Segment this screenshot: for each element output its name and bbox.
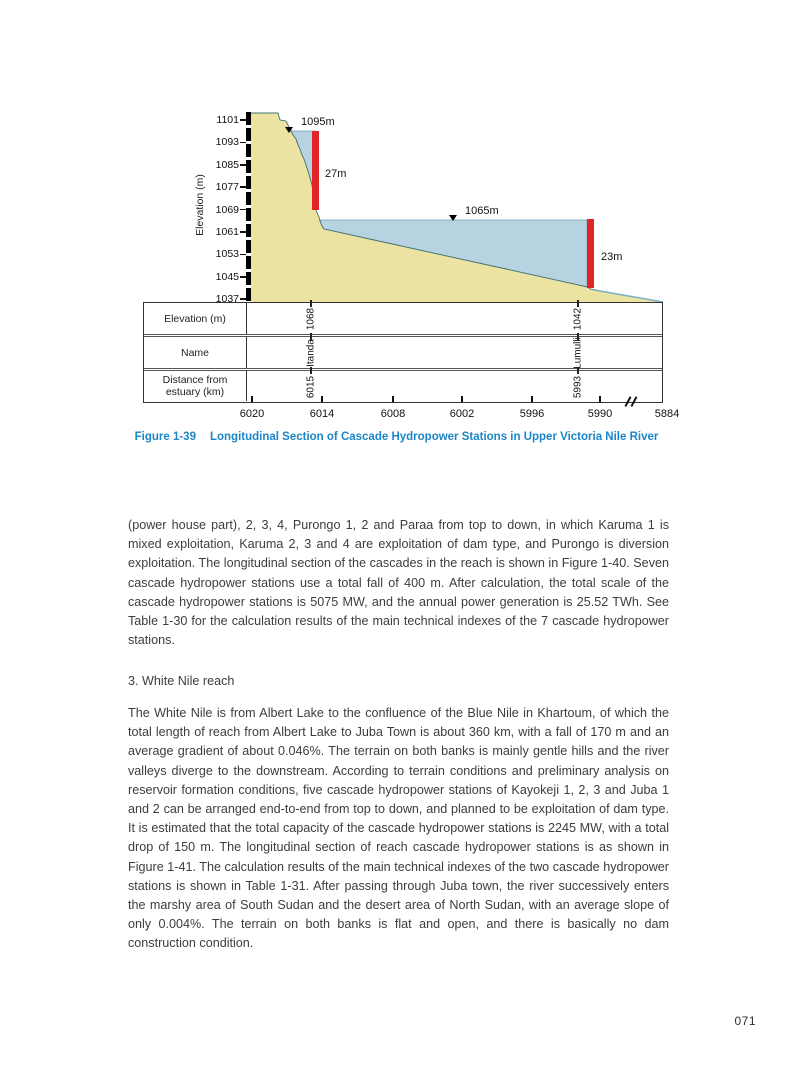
- station-elevation-value: 1042: [572, 307, 584, 331]
- x-tick-label: 6020: [239, 408, 265, 420]
- y-tick-label: 1069: [215, 203, 239, 216]
- figure-1-39: Elevation (m) Elevation (m) Name Distanc…: [143, 105, 691, 427]
- station-border-tick: [577, 367, 579, 374]
- x-tick-mark: [599, 396, 601, 402]
- y-tick-mark: [240, 141, 246, 144]
- station-border-tick: [577, 300, 579, 307]
- y-tick-label: 1037: [215, 293, 239, 306]
- figure-caption-title: Longitudinal Section of Cascade Hydropow…: [209, 431, 659, 443]
- y-tick-mark: [240, 164, 246, 166]
- y-tick-mark: [240, 298, 246, 300]
- water-level-label: 1095m: [301, 116, 335, 128]
- dam-2-bar: [587, 219, 594, 288]
- y-tick-label: 1077: [215, 181, 239, 194]
- y-tick-label: 1045: [215, 270, 239, 283]
- x-tick-label: 5990: [587, 408, 613, 420]
- x-tick-label: 5996: [519, 408, 545, 420]
- figure-caption: Figure 1-39 Longitudinal Section of Casca…: [0, 431, 793, 443]
- y-tick-label: 1053: [215, 248, 239, 261]
- station-distance-value: 6015: [305, 375, 317, 399]
- table-row-name: Name: [144, 334, 662, 368]
- dam-height-label: 23m: [601, 251, 623, 263]
- y-tick-label: 1101: [216, 114, 239, 126]
- water-level-marker-icon: [285, 127, 293, 133]
- row-label-distance: Distance from estuary (km): [144, 371, 247, 401]
- y-tick-label: 1085: [215, 158, 239, 171]
- section-heading: 3. White Nile reach: [128, 674, 235, 688]
- table-row-distance: Distance from estuary (km): [144, 368, 662, 401]
- station-border-tick: [577, 333, 579, 340]
- body-paragraph-1: (power house part), 2, 3, 4, Purongo 1, …: [128, 518, 669, 648]
- profile-plot: [246, 112, 664, 303]
- dam-height-label: 27m: [325, 168, 347, 180]
- y-tick-mark: [240, 119, 246, 121]
- x-tick-label: 6002: [449, 408, 475, 420]
- x-tick-mark: [392, 396, 394, 402]
- y-tick-label: 1093: [215, 136, 239, 149]
- station-border-tick: [310, 367, 312, 374]
- x-tick-label: 6008: [380, 408, 406, 420]
- river-line: [593, 289, 664, 303]
- station-elevation-value: 1068: [305, 307, 317, 331]
- station-info-table: Elevation (m) Name Distance from estuary…: [143, 300, 663, 403]
- station-distance-value: 5993: [572, 375, 584, 399]
- y-tick-mark: [240, 276, 246, 278]
- dam-1-bar: [312, 131, 319, 210]
- water-level-marker-icon: [449, 215, 457, 221]
- y-tick-mark: [240, 253, 246, 256]
- x-tick-mark: [321, 396, 323, 402]
- x-tick-label: 5884: [654, 408, 680, 420]
- row-label-elevation: Elevation (m): [144, 303, 247, 334]
- station-border-tick: [310, 333, 312, 340]
- row-label-name: Name: [144, 337, 247, 368]
- station-border-tick: [310, 300, 312, 307]
- water-level-label: 1065m: [465, 205, 499, 217]
- table-row-elevation: Elevation (m): [144, 303, 662, 334]
- station-name-value: Itanda: [305, 339, 317, 367]
- x-tick-label: 6014: [309, 408, 335, 420]
- figure-caption-label: Figure 1-39: [134, 431, 196, 443]
- page-number: 071: [734, 1014, 756, 1028]
- x-tick-mark: [461, 396, 463, 402]
- y-tick-label: 1061: [215, 226, 239, 238]
- x-tick-mark: [531, 396, 533, 402]
- station-name-value: Lumulli: [572, 337, 584, 369]
- y-tick-mark: [240, 208, 246, 211]
- body-paragraph-2: The White Nile is from Albert Lake to th…: [128, 706, 669, 951]
- y-tick-mark: [240, 231, 246, 233]
- x-tick-mark: [251, 396, 253, 402]
- y-tick-mark: [240, 186, 246, 188]
- terrain-area: [251, 113, 663, 303]
